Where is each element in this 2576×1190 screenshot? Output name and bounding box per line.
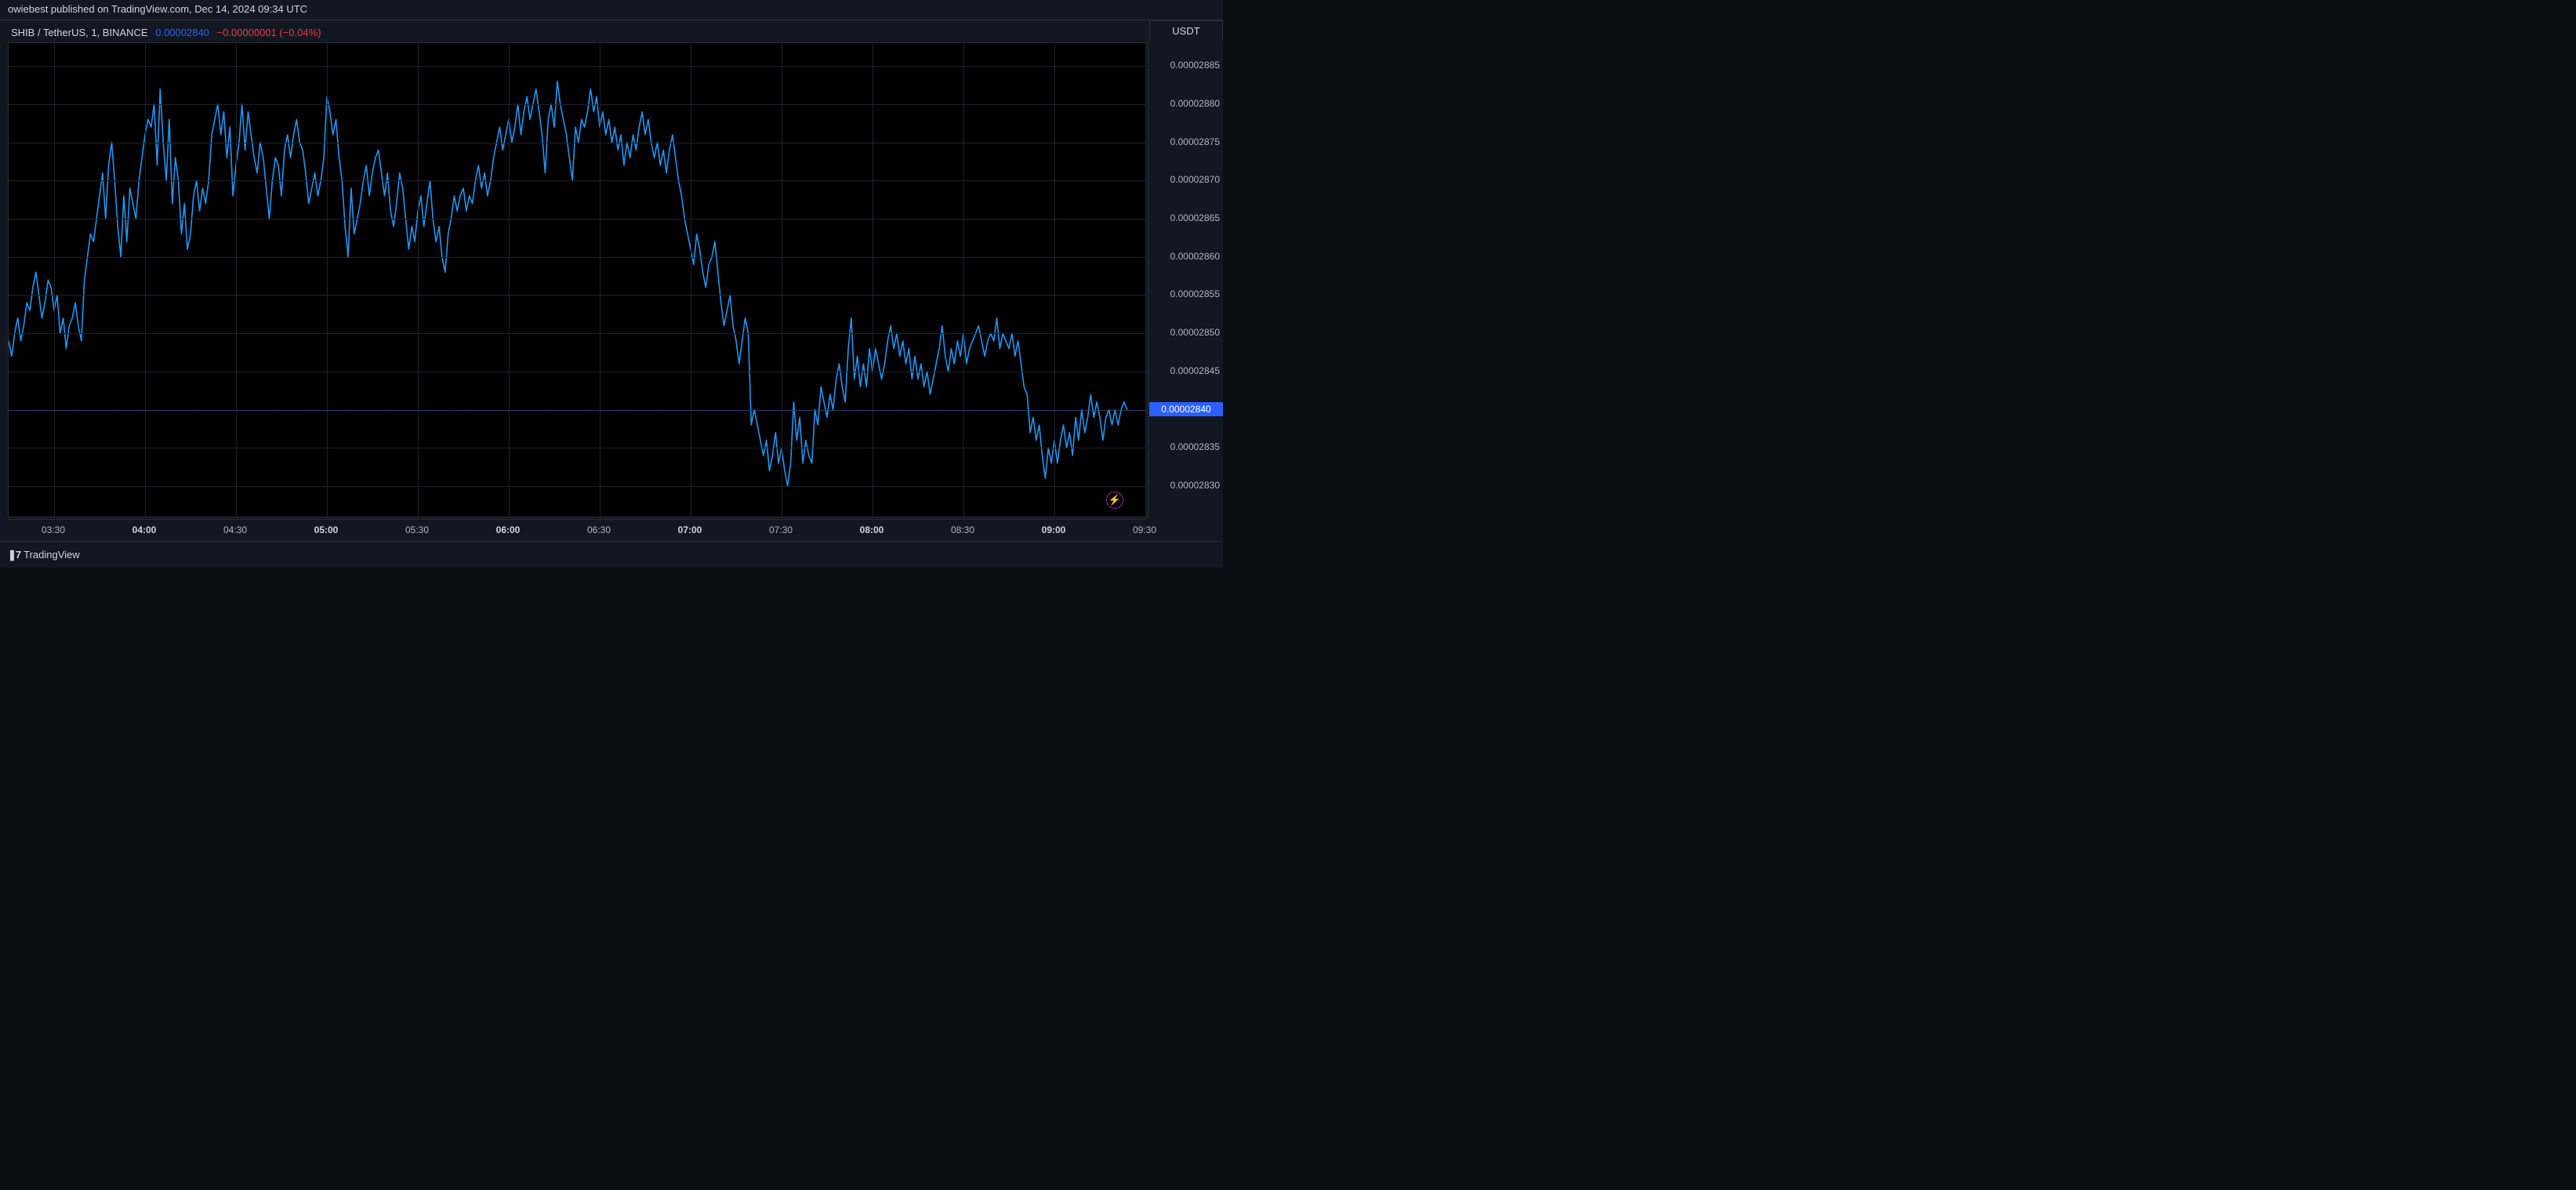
gridline-vertical (1145, 43, 1146, 517)
time-tick-label: 04:30 (223, 524, 247, 535)
snapshot-icon[interactable]: ⚡ (1106, 492, 1123, 509)
gridline-horizontal (9, 295, 1145, 296)
publish-info-text: owiebest published on TradingView.com, D… (8, 3, 307, 15)
tradingview-logo[interactable]: ❚7 TradingView (8, 549, 80, 561)
gridline-horizontal (9, 333, 1145, 334)
price-tick-label: 0.00002880 (1170, 98, 1220, 109)
last-price-tag: 0.00002840 (1149, 402, 1223, 416)
gridline-horizontal (9, 257, 1145, 258)
price-tick-label: 0.00002830 (1170, 480, 1220, 491)
publish-info-bar: owiebest published on TradingView.com, D… (0, 0, 1223, 20)
price-tick-label: 0.00002845 (1170, 365, 1220, 376)
bolt-icon: ⚡ (1108, 494, 1121, 506)
time-tick-label: 06:00 (496, 524, 521, 535)
symbol-label: SHIB / TetherUS, 1, BINANCE (11, 27, 148, 38)
chart-container: SHIB / TetherUS, 1, BINANCE 0.00002840 −… (0, 20, 1223, 541)
gridline-vertical (1054, 43, 1055, 517)
price-tick-label: 0.00002865 (1170, 212, 1220, 223)
tv-logo-mark: ❚7 (8, 549, 20, 561)
time-tick-label: 07:00 (678, 524, 702, 535)
time-axis[interactable]: 03:30 04:00 04:30 05:00 05:30 06:00 06:30 07:00… (8, 519, 1146, 541)
gridline-vertical (327, 43, 328, 517)
time-tick-label: 05:30 (405, 524, 429, 535)
price-axis-currency: USDT (1149, 20, 1223, 41)
price-tick-label: 0.00002835 (1170, 441, 1220, 452)
price-axis[interactable]: USDT 0.000028300.000028350.000028400.000… (1148, 42, 1223, 517)
time-tick-label: 05:00 (314, 524, 339, 535)
gridline-vertical (145, 43, 146, 517)
price-line-series (9, 43, 1145, 517)
price-tick-label: 0.00002850 (1170, 327, 1220, 338)
time-tick-label: 04:00 (132, 524, 157, 535)
price-tick-label: 0.00002860 (1170, 251, 1220, 262)
gridline-vertical (418, 43, 419, 517)
gridline-horizontal (9, 66, 1145, 67)
gridline-vertical (236, 43, 237, 517)
chart-plot-area[interactable]: ⚡ (8, 42, 1146, 517)
price-tick-label: 0.00002855 (1170, 288, 1220, 299)
price-tick-label: 0.00002875 (1170, 136, 1220, 147)
last-price: 0.00002840 (155, 27, 209, 38)
time-tick-label: 09:30 (1133, 524, 1156, 535)
time-tick-label: 03:30 (42, 524, 65, 535)
time-tick-label: 09:00 (1042, 524, 1066, 535)
time-tick-label: 06:30 (587, 524, 611, 535)
gridline-horizontal (9, 486, 1145, 487)
bottom-bar: ❚7 TradingView (0, 541, 1223, 568)
time-tick-label: 08:00 (860, 524, 884, 535)
price-change: −0.00000001 (−0.04%) (217, 27, 321, 38)
gridline-vertical (963, 43, 964, 517)
time-tick-label: 07:30 (769, 524, 793, 535)
gridline-horizontal (9, 104, 1145, 105)
price-tick-label: 0.00002870 (1170, 174, 1220, 185)
last-price-line (9, 410, 1145, 411)
time-tick-label: 08:30 (951, 524, 974, 535)
gridline-vertical (509, 43, 510, 517)
chart-legend[interactable]: SHIB / TetherUS, 1, BINANCE 0.00002840 −… (11, 27, 321, 38)
gridline-vertical (54, 43, 55, 517)
tv-logo-text: TradingView (24, 549, 80, 561)
price-tick-label: 0.00002885 (1170, 60, 1220, 71)
gridline-horizontal (9, 180, 1145, 181)
